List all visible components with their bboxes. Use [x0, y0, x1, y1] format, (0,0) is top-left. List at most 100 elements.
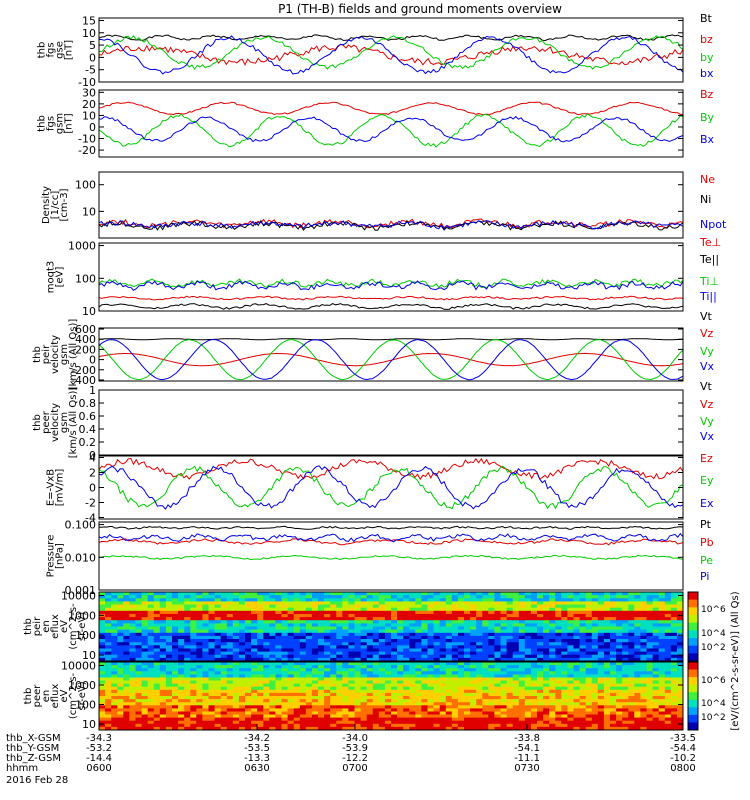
spectrogram-cell	[628, 689, 635, 694]
spectrogram-cell	[464, 686, 471, 691]
spectrogram-cell	[318, 626, 325, 630]
spectrogram-cell	[603, 711, 611, 715]
spectrogram-cell	[445, 665, 453, 669]
spectrogram-cell	[524, 651, 532, 656]
spectrogram-cell	[603, 671, 611, 675]
spectrogram-cell	[543, 651, 550, 656]
spectrogram-cell	[336, 623, 343, 627]
spectrogram-cell	[299, 610, 307, 615]
spectrogram-cell	[184, 714, 191, 718]
spectrogram-cell	[202, 683, 209, 688]
spectrogram-cell	[445, 723, 453, 728]
spectrogram-cell	[172, 592, 179, 596]
spectrogram-cell	[391, 720, 398, 725]
spectrogram-cell	[537, 604, 544, 608]
spectrogram-cell	[354, 623, 361, 627]
spectrogram-cell	[232, 642, 240, 646]
spectrogram-cell	[299, 620, 307, 624]
spectrogram-cell	[105, 720, 112, 725]
spectrogram-cell	[597, 623, 605, 627]
spectrogram-cell	[226, 626, 234, 630]
x-row-value: -10.2	[670, 753, 696, 764]
spectrogram-cell	[537, 689, 544, 694]
spectrogram-cell	[512, 639, 520, 643]
spectrogram-cell	[476, 714, 483, 718]
spectrogram-cell	[634, 662, 641, 666]
spectrogram-cell	[105, 674, 112, 678]
spectrogram-cell	[597, 629, 605, 634]
x-row-value: -53.5	[244, 743, 270, 754]
spectrogram-cell	[397, 657, 404, 662]
series-bt-line	[98, 34, 684, 42]
spectrogram-cell	[366, 696, 374, 700]
spectrogram-cell	[500, 705, 507, 709]
spectrogram-cell	[403, 662, 410, 666]
spectrogram-cell	[281, 720, 288, 725]
spectrogram-cell	[561, 592, 568, 596]
spectrogram-cell	[439, 720, 447, 725]
spectrogram-cell	[537, 717, 544, 722]
x-row-value: -34.2	[244, 733, 270, 744]
spectrogram-cell	[664, 607, 672, 612]
spectrogram-cell	[232, 662, 240, 666]
spectrogram-cell	[214, 623, 222, 627]
spectrogram-cell	[573, 708, 580, 712]
spectrogram-cell	[628, 680, 635, 684]
spectrogram-cell	[311, 686, 319, 691]
spectrogram-cell	[567, 699, 574, 703]
spectrogram-cell	[543, 717, 550, 722]
legend-entry: Ti⊥	[699, 275, 719, 288]
spectrogram-cell	[378, 714, 386, 718]
spectrogram-cell	[421, 610, 428, 615]
spectrogram-cell	[512, 620, 520, 624]
x-row-value: -13.3	[244, 753, 270, 764]
spectrogram-cell	[494, 668, 501, 672]
spectrogram-cell	[336, 620, 343, 624]
spectrogram-cell	[348, 696, 355, 700]
spectrogram-cell	[153, 723, 161, 728]
spectrogram-cell	[421, 607, 428, 612]
spectrogram-cell	[579, 717, 587, 722]
spectrogram-cell	[561, 671, 568, 675]
spectrogram-cell	[500, 651, 507, 656]
spectrogram-cell	[457, 607, 465, 612]
spectrogram-cell	[579, 617, 587, 621]
spectrogram-cell	[537, 665, 544, 669]
y-tick-label: 0.010	[65, 551, 97, 564]
spectrogram-cell	[99, 680, 106, 684]
spectrogram-cell	[676, 617, 684, 621]
spectrogram-cell	[208, 686, 215, 691]
spectrogram-cell	[524, 674, 532, 678]
spectrogram-cell	[415, 604, 422, 608]
y-tick-label: -400	[71, 374, 96, 387]
spectrogram-cell	[153, 699, 161, 703]
spectrogram-cell	[299, 671, 307, 675]
spectrogram-cell	[597, 614, 605, 618]
spectrogram-cell	[123, 626, 130, 630]
spectrogram-cell	[652, 642, 660, 646]
spectrogram-cell	[172, 620, 179, 624]
spectrogram-cell	[500, 654, 507, 659]
spectrogram-cell	[494, 702, 501, 706]
spectrogram-cell	[397, 674, 404, 678]
spectrogram-cell	[117, 601, 124, 605]
spectrogram-cell	[670, 598, 678, 602]
spectrogram-cell	[640, 610, 647, 615]
spectrogram-cell	[610, 651, 617, 656]
spectrogram-cell	[555, 723, 562, 728]
spectrogram-cell	[482, 714, 489, 718]
spectrogram-cell	[658, 708, 666, 712]
y-tick-label: 10	[82, 649, 96, 662]
spectrogram-cell	[464, 654, 471, 659]
spectrogram-cell	[123, 645, 130, 649]
spectrogram-cell	[238, 726, 246, 731]
colorbar-segment	[688, 662, 698, 670]
spectrogram-cell	[159, 705, 167, 709]
spectrogram-cell	[287, 592, 295, 596]
spectrogram-cell	[318, 686, 325, 691]
spectrogram-cell	[482, 683, 489, 688]
spectrogram-cell	[378, 651, 386, 656]
spectrogram-cell	[664, 714, 672, 718]
spectrogram-cell	[208, 629, 215, 634]
spectrogram-cell	[269, 668, 276, 672]
